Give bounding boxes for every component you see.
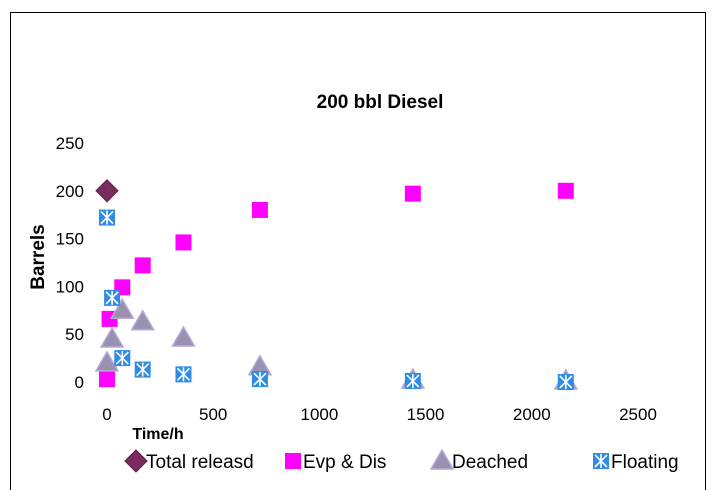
chart-frame	[10, 12, 706, 490]
data-point	[175, 366, 192, 383]
y-tick-label: 0	[75, 373, 84, 392]
data-point	[557, 374, 574, 390]
data-point	[104, 289, 121, 306]
data-point	[99, 371, 115, 388]
data-point	[175, 234, 192, 251]
y-tick-label: 200	[56, 182, 84, 201]
data-point	[95, 179, 119, 203]
legend-item: Deached	[429, 448, 528, 473]
data-point	[251, 371, 268, 388]
x-tick-label: 500	[199, 405, 227, 424]
scatter-chart: 200 bbl Diesel Barrels Time/h 0 500 1000 15…	[28, 92, 679, 473]
legend-item: Floating	[593, 452, 679, 473]
data-point	[171, 325, 196, 347]
legend-label: Total releasd	[146, 452, 254, 473]
series-asterisk-square	[99, 209, 574, 390]
legend: Total releasd Evp & Dis Deached Floating	[124, 448, 679, 473]
data-point	[251, 201, 268, 218]
data-point	[99, 209, 115, 226]
x-tick-label: 1000	[300, 405, 338, 424]
data-point	[99, 326, 125, 348]
y-tick-label: 250	[56, 134, 84, 153]
x-tick-label: 0	[102, 405, 111, 424]
series-diamond	[95, 179, 119, 203]
x-tick-label: 1500	[407, 405, 445, 424]
data-point	[94, 350, 120, 372]
series-triangle	[94, 297, 579, 390]
data-point	[109, 297, 135, 320]
data-point	[557, 182, 574, 199]
x-tick-label: 2000	[513, 405, 551, 424]
y-tick-label: 100	[56, 277, 84, 296]
y-tick-label: 150	[56, 230, 84, 249]
legend-item: Total releasd	[124, 449, 254, 473]
data-point	[404, 373, 421, 390]
series-square	[99, 182, 574, 388]
x-tick-label: 2500	[619, 405, 657, 424]
y-axis-label: Barrels	[28, 224, 49, 290]
data-point	[130, 309, 155, 331]
y-tick-label: 50	[65, 325, 84, 344]
legend-marker	[285, 453, 301, 469]
legend-marker	[429, 448, 455, 470]
data-point	[134, 361, 151, 378]
legend-label: Deached	[452, 452, 528, 473]
axes: 0 500 1000 1500 2000 2500 0 50 100 150 200 250	[56, 134, 657, 424]
legend-label: Floating	[611, 452, 679, 473]
data-point	[404, 185, 421, 202]
data-point	[114, 350, 131, 367]
x-axis-label: Time/h	[132, 426, 183, 443]
legend-item: Evp & Dis	[285, 452, 386, 473]
legend-label: Evp & Dis	[303, 452, 386, 473]
chart-title: 200 bbl Diesel	[317, 92, 444, 113]
data-point	[134, 257, 151, 274]
legend-marker	[593, 453, 609, 469]
plot-area	[94, 179, 579, 390]
legend-marker	[124, 449, 148, 473]
